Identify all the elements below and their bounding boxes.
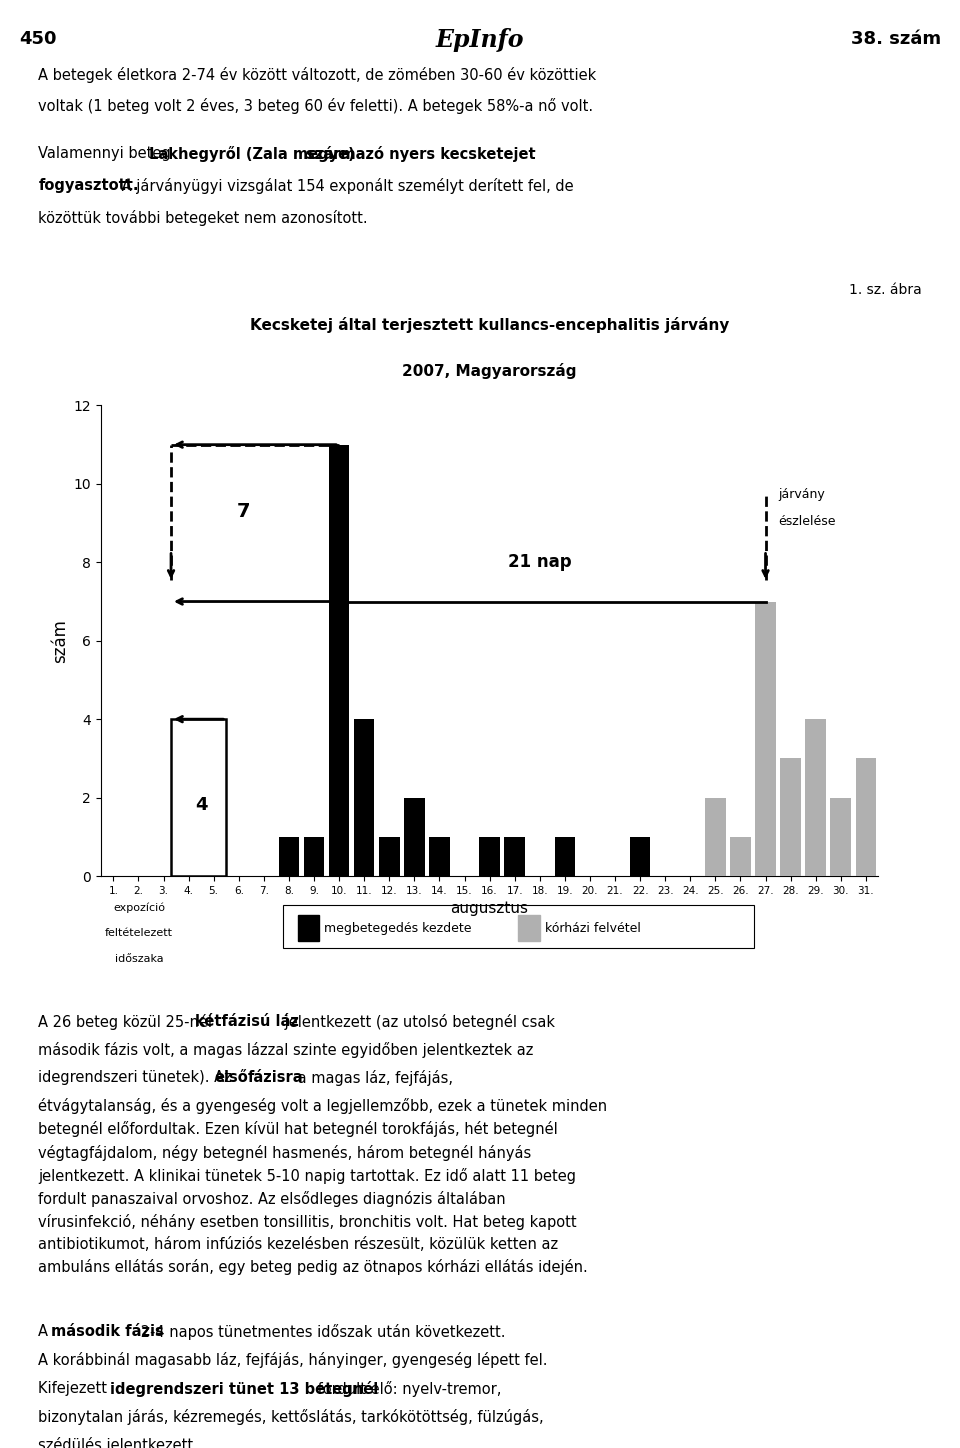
Bar bbox=[404, 798, 424, 876]
Text: Kecsketej által terjesztett kullancs-encephalitis járvány: Kecsketej által terjesztett kullancs-enc… bbox=[250, 317, 730, 333]
Bar bbox=[429, 837, 449, 876]
Bar bbox=[171, 720, 227, 876]
Text: 7: 7 bbox=[237, 502, 251, 521]
Bar bbox=[805, 720, 826, 876]
Bar bbox=[329, 445, 349, 876]
Bar bbox=[830, 798, 852, 876]
Bar bbox=[555, 837, 575, 876]
Text: 4: 4 bbox=[195, 796, 207, 814]
Text: fogyasztott.: fogyasztott. bbox=[38, 178, 139, 193]
Text: 38. szám: 38. szám bbox=[851, 30, 941, 48]
Text: jelentkezett (az utolsó betegnél csak: jelentkezett (az utolsó betegnél csak bbox=[280, 1014, 555, 1030]
Bar bbox=[731, 837, 751, 876]
Bar bbox=[705, 798, 726, 876]
Bar bbox=[504, 837, 525, 876]
Text: 2-4 napos tünetmentes időszak után következett.: 2-4 napos tünetmentes időszak után követ… bbox=[136, 1323, 506, 1341]
Bar bbox=[278, 837, 300, 876]
Text: EpInfo: EpInfo bbox=[436, 28, 524, 52]
Text: 450: 450 bbox=[19, 30, 57, 48]
Text: A járványügyi vizsgálat 154 exponált személyt derített fel, de: A járványügyi vizsgálat 154 exponált sze… bbox=[117, 178, 573, 194]
Text: A korábbinál magasabb láz, fejfájás, hányinger, gyengeség lépett fel.: A korábbinál magasabb láz, fejfájás, hán… bbox=[38, 1352, 548, 1368]
Text: Lakhegyről (Zala megye): Lakhegyről (Zala megye) bbox=[150, 146, 360, 162]
Text: Kifejezett: Kifejezett bbox=[38, 1381, 112, 1396]
Y-axis label: szám: szám bbox=[51, 618, 69, 663]
Text: A betegek életkora 2-74 év között változott, de zömében 30-60 év közöttiek: A betegek életkora 2-74 év között változ… bbox=[38, 67, 597, 83]
Text: kórházi felvétel: kórházi felvétel bbox=[545, 922, 641, 934]
Text: bizonytalan járás, kézremegés, kettőslátás, tarkókötöttség, fülzúgás,: bizonytalan járás, kézremegés, kettőslát… bbox=[38, 1409, 544, 1425]
Bar bbox=[479, 837, 500, 876]
Text: fordult elő: nyelv-tremor,: fordult elő: nyelv-tremor, bbox=[313, 1381, 501, 1397]
Text: a magas láz, fejfájás,: a magas láz, fejfájás, bbox=[293, 1070, 453, 1086]
Text: időszaka: időszaka bbox=[115, 954, 163, 964]
Text: 2007, Magyarország: 2007, Magyarország bbox=[402, 363, 577, 379]
Bar bbox=[855, 759, 876, 876]
Bar bbox=[379, 837, 399, 876]
Text: közöttük további betegeket nem azonosított.: közöttük további betegeket nem azonosíto… bbox=[38, 210, 368, 226]
Text: A 26 beteg közül 25-nél: A 26 beteg közül 25-nél bbox=[38, 1014, 217, 1030]
Text: Valamennyi beteg: Valamennyi beteg bbox=[38, 146, 176, 161]
Text: 21 nap: 21 nap bbox=[508, 553, 571, 572]
Text: második fázis volt, a magas lázzal szinte egyidőben jelentkeztek az: második fázis volt, a magas lázzal szint… bbox=[38, 1043, 534, 1058]
Bar bbox=[756, 601, 776, 876]
Text: expozíció: expozíció bbox=[113, 902, 165, 912]
Text: szédülés jelentkezett.: szédülés jelentkezett. bbox=[38, 1436, 199, 1448]
Text: fázisra: fázisra bbox=[248, 1070, 303, 1085]
Text: A: A bbox=[38, 1323, 53, 1339]
Bar bbox=[354, 720, 374, 876]
Text: kétfázisú láz: kétfázisú láz bbox=[195, 1014, 299, 1028]
Text: származó nyers kecsketejet: származó nyers kecsketejet bbox=[306, 146, 536, 162]
Bar bbox=[303, 837, 324, 876]
Text: megbetegedés kezdete: megbetegedés kezdete bbox=[324, 922, 472, 934]
Text: étvágytalanság, és a gyengeség volt a legjellemzőbb, ezek a tünetek minden
beteg: étvágytalanság, és a gyengeség volt a le… bbox=[38, 1098, 608, 1274]
X-axis label: augusztus: augusztus bbox=[450, 901, 529, 917]
Text: első: első bbox=[215, 1070, 249, 1085]
Text: második fázis: második fázis bbox=[52, 1323, 164, 1339]
Text: voltak (1 beteg volt 2 éves, 3 beteg 60 év feletti). A betegek 58%-a nő volt.: voltak (1 beteg volt 2 éves, 3 beteg 60 … bbox=[38, 98, 593, 114]
Text: járvány: járvány bbox=[778, 488, 825, 501]
Text: 1. sz. ábra: 1. sz. ábra bbox=[849, 282, 922, 297]
Text: feltételezett: feltételezett bbox=[106, 928, 173, 938]
Text: idegrendszeri tünet 13 betegnél: idegrendszeri tünet 13 betegnél bbox=[110, 1381, 378, 1397]
Bar bbox=[630, 837, 650, 876]
Text: észlelése: észlelése bbox=[778, 515, 835, 529]
Bar bbox=[780, 759, 801, 876]
Text: idegrendszeri tünetek). Az: idegrendszeri tünetek). Az bbox=[38, 1070, 237, 1085]
